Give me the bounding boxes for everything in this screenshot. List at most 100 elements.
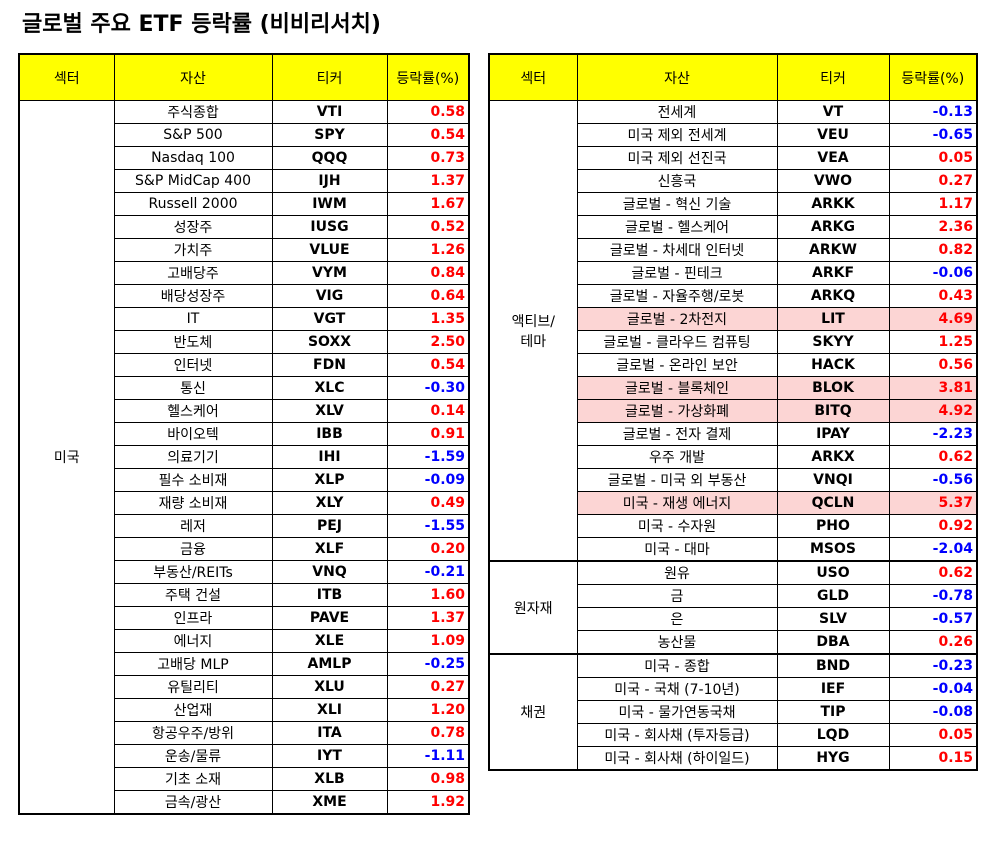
change-cell: -0.78 [888,584,978,608]
header-asset: 자산 [113,53,273,101]
table-row: IT VGT 1.35 [19,307,470,331]
ticker-cell: ITA [271,721,388,745]
asset-cell: 미국 - 국채 (7-10년) [576,677,778,701]
asset-cell: 글로벌 - 헬스케어 [576,215,778,239]
ticker-cell: VEU [776,123,890,147]
theme-etf-table: 섹터 자산 티커 등락률(%) 액티브/ 테마 전세계 VT -0.13 미국 제외 전… [488,53,978,771]
header-sector: 섹터 [488,53,578,101]
asset-cell: 글로벌 - 2차전지 [576,307,778,331]
header-ticker: 티커 [271,53,388,101]
ticker-cell: VTI [271,100,388,124]
table-row: 운송/물류 IYT -1.11 [19,744,470,768]
change-cell: 5.37 [888,491,978,515]
ticker-cell: VNQI [776,468,890,492]
asset-cell: 헬스케어 [113,399,273,423]
sector-cell: 채권 [488,653,578,771]
asset-cell: 레저 [113,514,273,538]
asset-cell: 금 [576,584,778,608]
asset-cell: 필수 소비재 [113,468,273,492]
change-cell: -0.06 [888,261,978,285]
table-row: 미국 - 회사채 (투자등급) LQD 0.05 [489,723,978,747]
asset-cell: 미국 - 종합 [576,653,778,678]
ticker-cell: XLE [271,629,388,653]
change-cell: 0.15 [888,746,978,771]
asset-cell: 글로벌 - 온라인 보안 [576,353,778,377]
change-cell: -0.65 [888,123,978,147]
sector-cell: 액티브/ 테마 [488,100,578,562]
change-cell: 0.62 [888,445,978,469]
table-row: 글로벌 - 클라우드 컴퓨팅 SKYY 1.25 [489,330,978,354]
ticker-cell: QCLN [776,491,890,515]
ticker-cell: XLV [271,399,388,423]
change-cell: 0.73 [386,146,470,170]
ticker-cell: VEA [776,146,890,170]
change-cell: 0.58 [386,100,470,124]
table-row: 글로벌 - 전자 결제 IPAY -2.23 [489,422,978,446]
ticker-cell: IUSG [271,215,388,239]
asset-cell: 항공우주/방위 [113,721,273,745]
ticker-cell: XLC [271,376,388,400]
asset-cell: 글로벌 - 혁신 기술 [576,192,778,216]
change-cell: 0.56 [888,353,978,377]
change-cell: -0.04 [888,677,978,701]
ticker-cell: DBA [776,630,890,655]
change-cell: -0.23 [888,653,978,678]
table-row: 고배당 MLP AMLP -0.25 [19,652,470,676]
change-cell: 1.25 [888,330,978,354]
change-cell: 4.92 [888,399,978,423]
ticker-cell: BND [776,653,890,678]
asset-cell: 재량 소비재 [113,491,273,515]
table-row: 미국 - 회사채 (하이일드) HYG 0.15 [489,746,978,771]
asset-cell: 미국 - 회사채 (투자등급) [576,723,778,747]
change-cell: 0.14 [386,399,470,423]
asset-cell: 주택 건설 [113,583,273,607]
change-cell: 1.37 [386,169,470,193]
ticker-cell: XLF [271,537,388,561]
asset-cell: 은 [576,607,778,631]
table-row: 기초 소재 XLB 0.98 [19,767,470,791]
ticker-cell: VT [776,100,890,124]
change-cell: 0.54 [386,123,470,147]
change-cell: 1.37 [386,606,470,630]
ticker-cell: ARKF [776,261,890,285]
table-row: 우주 개발 ARKX 0.62 [489,445,978,469]
asset-cell: 통신 [113,376,273,400]
asset-cell: S&P 500 [113,123,273,147]
table-row: 액티브/ 테마 전세계 VT -0.13 [488,100,978,562]
ticker-cell: IPAY [776,422,890,446]
table-row: S&P MidCap 400 IJH 1.37 [19,169,470,193]
us-etf-table: 섹터 자산 티커 등락률(%) 미국 주식종합 VTI 0.58 S&P 500 SPY 0… [18,53,470,815]
asset-cell: 금융 [113,537,273,561]
ticker-cell: AMLP [271,652,388,676]
change-cell: 1.67 [386,192,470,216]
asset-cell: 유틸리티 [113,675,273,699]
ticker-cell: SOXX [271,330,388,354]
asset-cell: 고배당 MLP [113,652,273,676]
table-row: 원자재 원유 USO 0.62 [488,560,978,655]
ticker-cell: HACK [776,353,890,377]
table-row: 미국 - 물가연동국채 TIP -0.08 [489,700,978,724]
change-cell: 0.84 [386,261,470,285]
ticker-cell: ARKK [776,192,890,216]
table-row: S&P 500 SPY 0.54 [19,123,470,147]
change-cell: 0.82 [888,238,978,262]
change-cell: 0.64 [386,284,470,308]
asset-cell: IT [113,307,273,331]
table-row: 미국 - 수자원 PHO 0.92 [489,514,978,538]
ticker-cell: LIT [776,307,890,331]
ticker-cell: XLY [271,491,388,515]
table-row: Russell 2000 IWM 1.67 [19,192,470,216]
asset-cell: 미국 - 물가연동국채 [576,700,778,724]
ticker-cell: VYM [271,261,388,285]
change-cell: 1.92 [386,790,470,815]
ticker-cell: VWO [776,169,890,193]
change-cell: -1.55 [386,514,470,538]
asset-cell: 미국 - 대마 [576,537,778,562]
asset-cell: 성장주 [113,215,273,239]
table-header-row: 섹터 자산 티커 등락률(%) [488,53,978,101]
ticker-cell: XLU [271,675,388,699]
ticker-cell: VLUE [271,238,388,262]
asset-cell: Nasdaq 100 [113,146,273,170]
table-row: 신흥국 VWO 0.27 [489,169,978,193]
ticker-cell: PEJ [271,514,388,538]
